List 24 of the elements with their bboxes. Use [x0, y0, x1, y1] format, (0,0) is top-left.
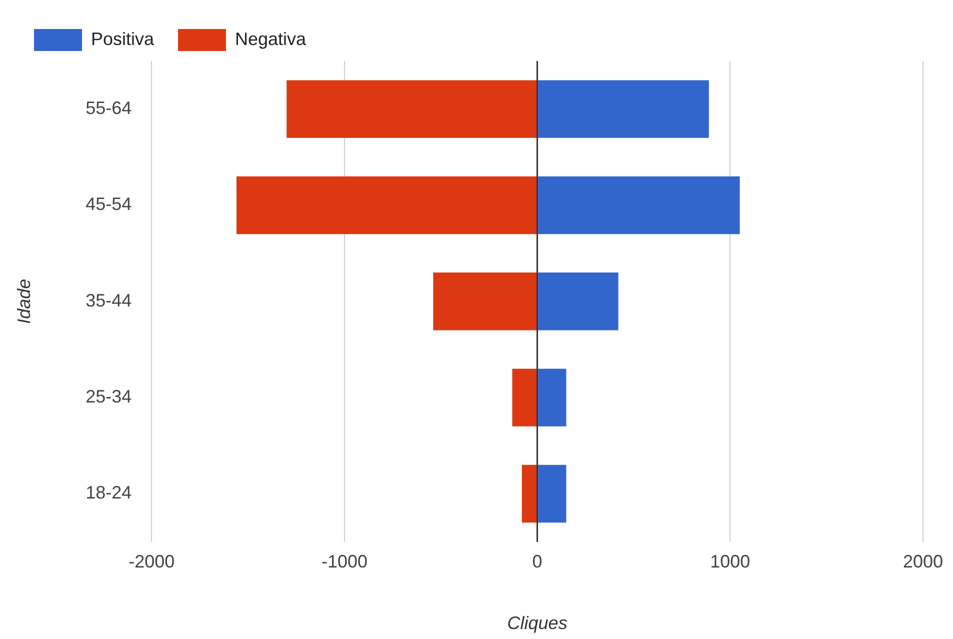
bar: [538, 272, 618, 330]
bar: [538, 464, 566, 523]
x-tick-label: 2000: [902, 552, 943, 572]
bar: [286, 80, 537, 138]
bar: [538, 80, 709, 138]
bar: [538, 176, 740, 234]
legend-label: Positiva: [91, 28, 156, 49]
x-tick-label: 0: [532, 552, 542, 572]
x-axis-title: Cliques: [507, 613, 568, 634]
x-tick-label: -2000: [128, 552, 175, 572]
bar: [433, 272, 537, 330]
legend-label: Negativa: [235, 28, 308, 49]
bar: [522, 464, 537, 523]
bar: [236, 176, 537, 234]
bar: [538, 368, 566, 426]
y-tick-label: 25-34: [86, 386, 132, 407]
x-tick-label: 1000: [710, 552, 750, 572]
y-axis-title: Idade: [14, 278, 34, 324]
y-tick-label: 45-54: [86, 194, 132, 214]
y-tick-label: 55-64: [86, 98, 132, 118]
bar: [512, 368, 537, 426]
y-tick-label: 18-24: [86, 482, 132, 503]
y-tick-label: 35-44: [86, 290, 132, 310]
x-tick-label: -1000: [321, 552, 368, 572]
